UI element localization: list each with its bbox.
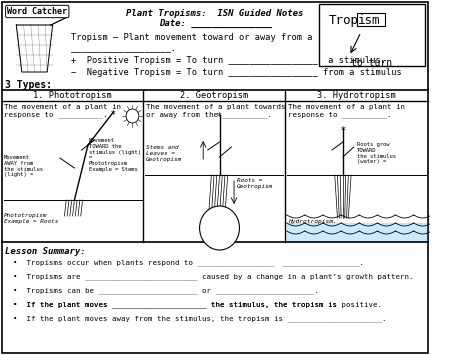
Text: −  Negative Tropism = To turn _________________ from a stimulus: − Negative Tropism = To turn ___________… bbox=[71, 68, 401, 77]
Text: Trop: Trop bbox=[328, 14, 358, 27]
Text: Tropism – Plant movement toward or away from a: Tropism – Plant movement toward or away … bbox=[71, 33, 312, 42]
Text: The movement of a plant in
response to __________.: The movement of a plant in response to _… bbox=[4, 104, 120, 118]
Text: 3 Types:: 3 Types: bbox=[5, 80, 53, 90]
Text: Word Catcher: Word Catcher bbox=[7, 7, 67, 16]
Text: Hydrotropism.: Hydrotropism. bbox=[288, 219, 337, 224]
Text: Movement
AWAY from
the stimulus
(light) =: Movement AWAY from the stimulus (light) … bbox=[4, 155, 43, 178]
Text: Stems and
Leaves =
Geotropism: Stems and Leaves = Geotropism bbox=[146, 145, 182, 162]
Bar bbox=[357, 13, 384, 26]
Text: *: * bbox=[111, 110, 116, 120]
Text: to turn: to turn bbox=[351, 58, 392, 68]
Text: 2. Geotropism: 2. Geotropism bbox=[180, 91, 248, 99]
Text: Lesson Summary:: Lesson Summary: bbox=[5, 247, 86, 256]
Text: •  Tropisms can be ______________________ or ______________________.: • Tropisms can be ______________________… bbox=[13, 287, 319, 294]
Circle shape bbox=[200, 206, 239, 250]
Text: +  Positive Tropism = To turn _________________  a stimulus.: + Positive Tropism = To turn ___________… bbox=[71, 56, 386, 65]
Text: The movement of a plant towards
or away from the __________.: The movement of a plant towards or away … bbox=[146, 104, 285, 118]
Text: 1. Phototropism: 1. Phototropism bbox=[33, 91, 112, 99]
Text: *: * bbox=[340, 126, 345, 136]
Text: Phototropism
Example = Roots: Phototropism Example = Roots bbox=[4, 213, 58, 224]
Text: Date: _______________: Date: _______________ bbox=[159, 19, 272, 28]
Text: •  If the plant moves _____________________ the stimulus, the tropism is positiv: • If the plant moves ___________________… bbox=[13, 301, 382, 308]
Text: •  Tropisms are _________________________ caused by a change in a plant’s growth: • Tropisms are _________________________… bbox=[13, 273, 413, 280]
Circle shape bbox=[126, 109, 139, 123]
Text: •  If the plant moves _____________________ the stimulus, the tropism is positiv: • If the plant moves ___________________… bbox=[13, 301, 382, 308]
Text: •  If the plant moves away from the stimulus, the tropism is ___________________: • If the plant moves away from the stimu… bbox=[13, 315, 386, 322]
Text: *: * bbox=[217, 112, 222, 122]
Text: 3. Hydrotropism: 3. Hydrotropism bbox=[317, 91, 396, 99]
Text: Plant Tropisms:  ISN Guided Notes: Plant Tropisms: ISN Guided Notes bbox=[126, 9, 304, 18]
Text: ___________________.: ___________________. bbox=[71, 44, 176, 53]
Text: Movement
TOWARD the
stimulus (light)
=
Phototropism
Example = Stems: Movement TOWARD the stimulus (light) = P… bbox=[89, 138, 141, 172]
Text: The movement of a plant in
response to __________.: The movement of a plant in response to _… bbox=[288, 104, 405, 118]
Text: •  Tropisms occur when plants respond to _________________  _________________.: • Tropisms occur when plants respond to … bbox=[13, 259, 364, 266]
Bar bbox=[319, 4, 425, 66]
Text: Roots grow
TOWARD
the stimulus
(water) =: Roots grow TOWARD the stimulus (water) = bbox=[356, 142, 395, 164]
Text: Roots =
Geotropism: Roots = Geotropism bbox=[237, 178, 273, 189]
Text: ism: ism bbox=[358, 14, 381, 27]
Text: •  If the plant moves _____________________ the stimulus, the tropism is: • If the plant moves ___________________… bbox=[13, 301, 341, 308]
